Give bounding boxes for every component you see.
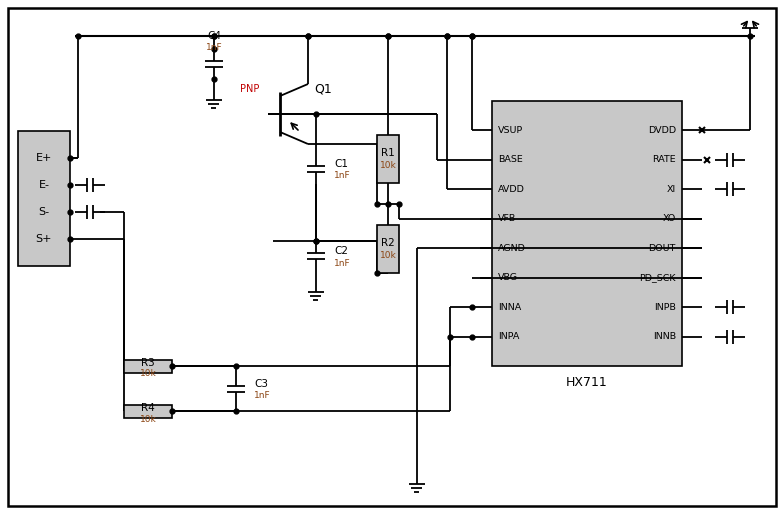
Text: R3: R3 (141, 358, 155, 368)
Bar (492, 101, 682, 366)
Text: C2: C2 (334, 246, 348, 256)
Text: 1nF: 1nF (205, 43, 223, 51)
Text: PNP: PNP (241, 84, 260, 94)
Text: RATE: RATE (652, 155, 676, 164)
Text: BASE: BASE (498, 155, 523, 164)
Text: S-: S- (38, 207, 49, 217)
Text: HX711: HX711 (566, 376, 608, 389)
Text: C1: C1 (334, 159, 348, 169)
Text: C4: C4 (207, 31, 221, 41)
Text: VSUP: VSUP (498, 126, 523, 135)
Text: XI: XI (666, 185, 676, 194)
Text: 10k: 10k (140, 414, 156, 424)
Text: 1nF: 1nF (334, 259, 350, 267)
Text: XO: XO (662, 214, 676, 223)
Bar (377, 225, 399, 273)
Text: PD_SCK: PD_SCK (640, 273, 676, 282)
Text: 10k: 10k (379, 161, 397, 171)
Text: VBG: VBG (498, 273, 518, 282)
Text: INPA: INPA (498, 332, 519, 341)
Text: 10k: 10k (379, 251, 397, 261)
Text: DVDD: DVDD (648, 126, 676, 135)
Text: Q1: Q1 (314, 83, 332, 96)
Bar (18, 131, 70, 266)
Text: R2: R2 (381, 238, 395, 248)
Text: INNA: INNA (498, 303, 521, 311)
Text: 1nF: 1nF (254, 392, 270, 400)
Text: INNB: INNB (653, 332, 676, 341)
Text: 10k: 10k (140, 370, 156, 378)
Text: R1: R1 (381, 148, 395, 158)
Bar (377, 135, 399, 183)
Text: AGND: AGND (498, 244, 526, 253)
Text: AVDD: AVDD (498, 185, 524, 194)
Text: S+: S+ (36, 234, 53, 244)
Text: E-: E- (38, 180, 49, 190)
Text: VFB: VFB (498, 214, 516, 223)
Bar (124, 359, 172, 373)
Bar (124, 405, 172, 417)
Text: C3: C3 (254, 379, 268, 389)
Text: DOUT: DOUT (648, 244, 676, 253)
Text: R4: R4 (141, 403, 155, 413)
Text: 1nF: 1nF (334, 172, 350, 180)
Text: E+: E+ (36, 153, 53, 163)
Text: INPB: INPB (654, 303, 676, 311)
